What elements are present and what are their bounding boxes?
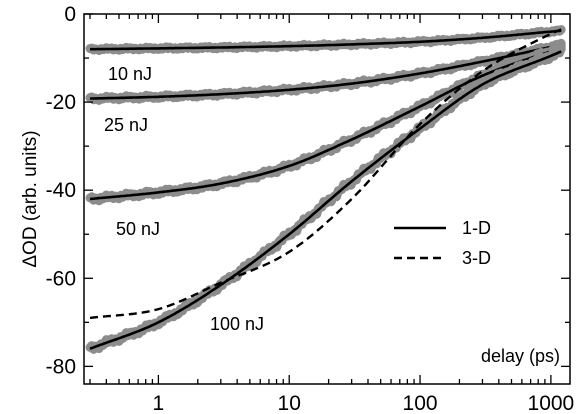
- data-band-2: [85, 41, 566, 206]
- series-label-100nj: 100 nJ: [210, 314, 264, 334]
- y-tick-label: -20: [46, 91, 76, 114]
- x-tick-label: 10: [278, 392, 301, 414]
- legend-label-1d: 1-D: [462, 218, 491, 238]
- y-tick-label: 0: [64, 3, 76, 26]
- fit-1d-line-3: [89, 50, 562, 351]
- x-tick-label: 1000: [528, 392, 575, 414]
- y-axis-label: ΔOD (arb. units): [20, 130, 41, 267]
- x-tick-label: 100: [403, 392, 438, 414]
- x-axis-label: delay (ps): [481, 346, 560, 366]
- series-label-50nj: 50 nJ: [116, 219, 160, 239]
- axes-layer: 1 10 100 1000 0 -20 -40 -60 -80: [46, 3, 575, 414]
- series-label-10nj: 10 nJ: [108, 64, 152, 84]
- series-label-25nj: 25 nJ: [104, 115, 148, 135]
- plot-frame: [83, 13, 571, 385]
- fit-1d-line-1: [89, 43, 562, 100]
- x-tick-label: 1: [153, 392, 165, 414]
- legend-label-3d: 3-D: [462, 248, 491, 268]
- fit-1d-line-2: [89, 47, 562, 201]
- y-tick-label: -80: [46, 355, 76, 378]
- fit-1d-line-0: [90, 29, 562, 51]
- fit-3d-line-3: [89, 28, 562, 320]
- text-layer: ΔOD (arb. units) delay (ps) 10 nJ 25 nJ …: [20, 64, 560, 366]
- y-tick-label: -60: [46, 267, 76, 290]
- data-layer: [85, 25, 566, 354]
- y-tick-label: -40: [46, 179, 76, 202]
